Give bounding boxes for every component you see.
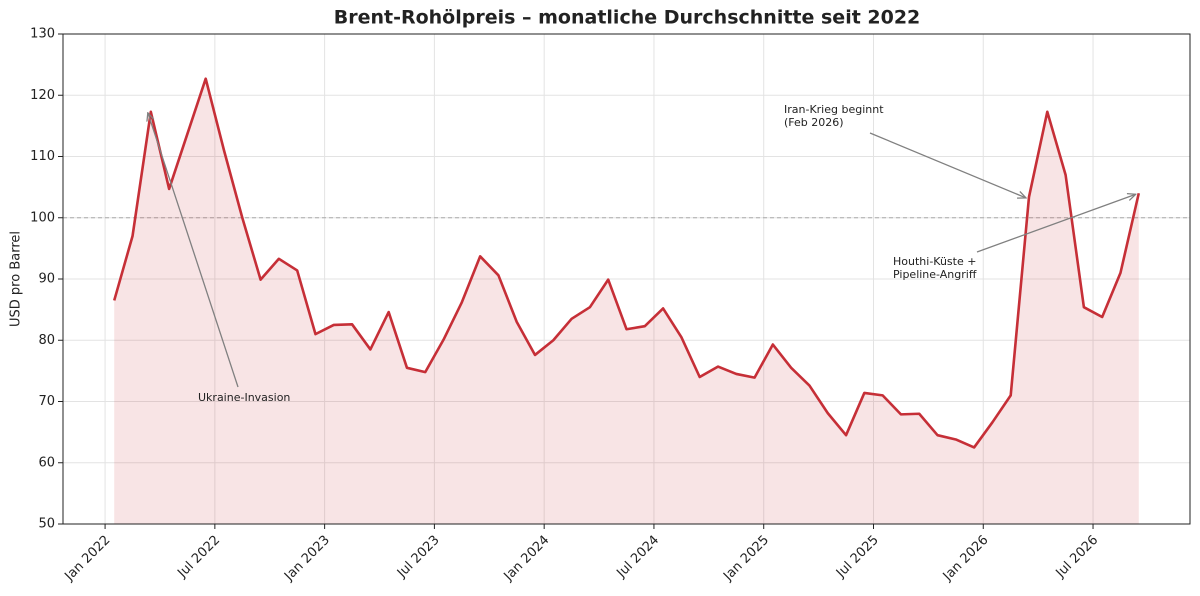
y-tick-label: 90	[38, 272, 55, 287]
x-tick-label: Jan 2024	[501, 533, 553, 585]
y-tick-label: 100	[30, 210, 55, 225]
y-axis-label: USD pro Barrel	[9, 231, 24, 327]
annotation-arrow	[869, 132, 1026, 198]
x-tick-label: Jul 2025	[833, 533, 882, 582]
y-tick-label: 80	[38, 333, 55, 348]
plot-frame	[62, 33, 1191, 525]
x-tick-label: Jul 2023	[394, 533, 443, 582]
annotation-line: Iran-Krieg beginnt	[784, 103, 884, 116]
annotation-arrow	[148, 113, 239, 388]
annotation-text: Ukraine-Invasion	[198, 391, 290, 404]
annotation-line: Ukraine-Invasion	[198, 391, 290, 404]
annotation-text: Iran-Krieg beginnt (Feb 2026)	[784, 103, 884, 129]
line	[112, 77, 1141, 449]
y-tick-label: 120	[30, 88, 55, 103]
annotation-line: Pipeline-Angriff	[893, 268, 977, 281]
area	[114, 78, 1139, 525]
annotation-line: Houthi-Küste +	[893, 255, 976, 268]
y-tick-label: 70	[38, 394, 55, 409]
annotation-arrow	[976, 194, 1136, 253]
x-tick-label: Jul 2024	[614, 533, 663, 582]
chart-title: Brent-Rohölpreis – monatliche Durchschni…	[334, 7, 921, 29]
annotation-text: Houthi-Küste + Pipeline-Angriff	[893, 255, 977, 281]
x-tick-label: Jan 2023	[281, 533, 333, 585]
x-tick-label: Jul 2022	[174, 533, 223, 582]
annotation-line: (Feb 2026)	[784, 116, 844, 129]
x-tick-label: Jan 2022	[62, 533, 114, 585]
y-tick-label: 50	[38, 517, 55, 532]
x-tick-label: Jan 2025	[720, 533, 772, 585]
x-tick-label: Jan 2026	[940, 533, 992, 585]
x-tick-label: Jul 2026	[1053, 533, 1102, 582]
y-tick-label: 60	[38, 455, 55, 470]
y-tick-label: 110	[30, 149, 55, 164]
y-tick-label: 130	[30, 27, 55, 42]
